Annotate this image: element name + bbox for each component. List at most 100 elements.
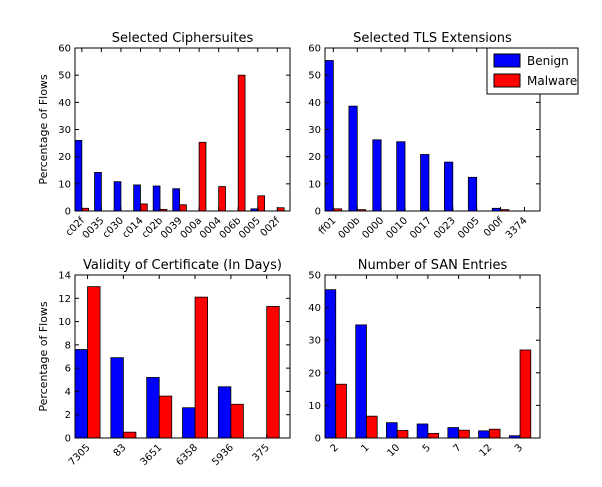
bar-benign-10 [386, 422, 398, 439]
y-tick-label: 0 [65, 207, 71, 218]
bar-malware-1 [366, 415, 378, 439]
y-tick-label: 14 [58, 271, 71, 282]
y-tick-label: 60 [58, 44, 71, 55]
x-tick-label-6358: 6358 [174, 442, 200, 468]
chart-title: Selected Ciphersuites [112, 31, 254, 46]
y-tick-label: 40 [308, 98, 321, 109]
x-tick-label-10: 10 [386, 442, 403, 459]
bar-malware-c014 [140, 203, 148, 212]
x-tick-label-0004: 0004 [198, 215, 224, 241]
x-tick-label-0023: 0023 [432, 215, 458, 241]
x-tick-label-0000: 0000 [360, 215, 386, 241]
bar-malware-006b [237, 74, 246, 212]
x-tick-label-3: 3 [513, 442, 525, 454]
y-tick-label: 40 [308, 303, 321, 314]
x-tick-label-12: 12 [478, 442, 495, 459]
panel-selected-ciphersuites: 0102030405060c02f0035c030c014c02b0039000… [37, 31, 291, 241]
x-tick-label-0035: 0035 [81, 215, 107, 241]
bar-benign-c030 [113, 181, 122, 212]
bar-benign-1 [355, 324, 367, 439]
bar-benign-0005 [467, 176, 478, 212]
x-tick-label-000b: 000b [337, 215, 363, 241]
x-tick-label-c030: c030 [101, 215, 126, 240]
bar-benign-0023 [444, 161, 454, 212]
legend-label-malware: Malware [527, 74, 577, 88]
y-axis-label: Percentage of Flows [37, 74, 50, 185]
x-tick-label-c014: c014 [120, 215, 145, 240]
bar-benign-5936 [217, 386, 232, 439]
bar-benign-2 [324, 289, 337, 439]
bar-benign-0039 [172, 188, 180, 212]
panel-validity-of-certificate: 0 2 4 6 8 10 12 14 7305 83 3651 6358 5936 375 Validity… [37, 258, 291, 468]
bar-malware-83 [122, 431, 137, 439]
bar-malware-375 [266, 306, 280, 439]
bar-malware-7 [458, 429, 470, 439]
y-tick-label: 8 [65, 340, 71, 351]
x-tick-label-3651: 3651 [139, 442, 165, 468]
y-tick-label: 50 [308, 271, 321, 282]
plot-frame [74, 47, 291, 212]
bar-benign-0017 [420, 154, 430, 212]
bar-malware-0039 [179, 204, 187, 212]
y-tick-label: 50 [308, 71, 321, 82]
y-tick-label: 10 [58, 317, 71, 328]
x-tick-label-0005: 0005 [237, 215, 263, 241]
x-tick-label-1: 1 [359, 442, 371, 454]
chart-title: Selected TLS Extensions [353, 31, 512, 46]
y-tick-label: 30 [308, 125, 321, 136]
x-tick-label-0017: 0017 [408, 215, 434, 241]
y-tick-label: 40 [58, 98, 71, 109]
bar-benign-7 [447, 427, 460, 439]
legend-swatch-malware [493, 73, 521, 88]
plot-frame [324, 274, 541, 439]
y-tick-label: 12 [58, 294, 71, 305]
y-tick-label: 20 [308, 368, 321, 379]
y-tick-label: 0 [315, 434, 321, 445]
y-axis-label: Percentage of Flows [37, 301, 50, 412]
bar-malware-5936 [230, 403, 244, 439]
x-tick-label-0010: 0010 [384, 215, 410, 241]
y-tick-label: 60 [308, 44, 321, 55]
panel-number-of-san-entries: 0 10 20 30 40 50 2 1 10 5 7 12 3 Number of SAN Entrie… [308, 258, 541, 459]
y-tick-label: 4 [65, 387, 71, 398]
bar-malware-6358 [194, 296, 208, 439]
y-tick-label: 10 [308, 401, 321, 412]
x-tick-label-2: 2 [329, 442, 341, 454]
x-tick-label-0005: 0005 [456, 215, 482, 241]
x-tick-label-5: 5 [421, 442, 433, 454]
bar-benign-0000 [372, 139, 382, 212]
chart-title: Number of SAN Entries [358, 258, 508, 273]
y-tick-label: 20 [308, 152, 321, 163]
y-tick-label: 2 [65, 410, 71, 421]
bar-benign-12 [478, 430, 490, 439]
y-tick-label: 0 [65, 434, 71, 445]
bar-malware-10 [396, 430, 409, 439]
bar-malware-0004 [218, 186, 226, 212]
x-tick-label-375: 375 [251, 442, 272, 463]
bar-benign-7305 [74, 349, 88, 439]
bar-benign-c02b [152, 185, 161, 212]
x-tick-label-002f: 002f [259, 215, 283, 239]
y-tick-label: 30 [58, 125, 71, 136]
legend-label-benign: Benign [527, 54, 569, 68]
bar-benign-c014 [133, 184, 141, 212]
bar-malware-12 [488, 428, 501, 439]
bar-malware-7305 [87, 286, 101, 439]
bar-malware-2 [335, 383, 347, 439]
y-tick-label: 30 [308, 336, 321, 347]
bar-malware-0005 [257, 195, 265, 212]
x-tick-label-7: 7 [451, 442, 463, 454]
y-tick-label: 10 [308, 179, 321, 190]
x-tick-label-ff01: ff01 [317, 215, 339, 237]
y-tick-label: 20 [58, 152, 71, 163]
x-tick-label-7305: 7305 [67, 442, 93, 468]
x-tick-label-3374: 3374 [504, 215, 530, 241]
x-tick-label-83: 83 [112, 442, 129, 459]
y-tick-label: 50 [58, 71, 71, 82]
x-tick-label-006b: 006b [218, 215, 244, 241]
x-tick-label-000f: 000f [482, 215, 506, 239]
y-tick-label: 6 [65, 364, 71, 375]
x-tick-label-0039: 0039 [159, 215, 185, 241]
bar-benign-000b [348, 105, 358, 212]
